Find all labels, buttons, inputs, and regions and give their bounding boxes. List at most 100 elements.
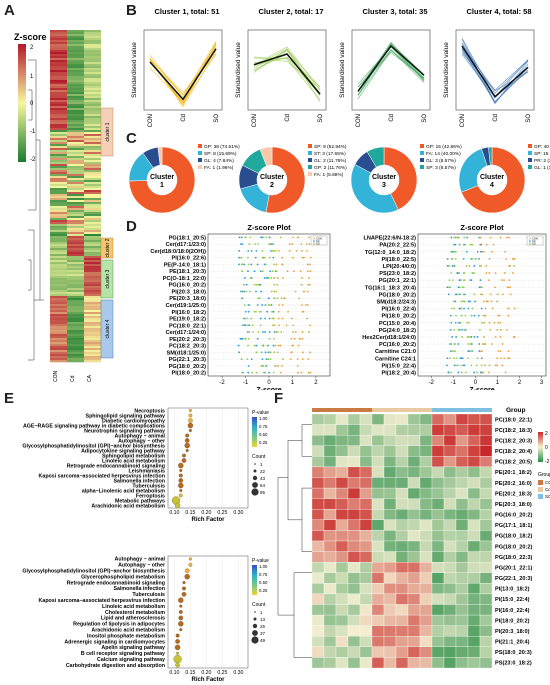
heatmap-cell — [84, 230, 101, 233]
zscore-point — [263, 277, 266, 279]
zscore-point — [277, 364, 280, 367]
heatmap-cell — [84, 60, 101, 63]
zscore-point — [273, 263, 276, 266]
pvalue-tick: 0.50 — [259, 432, 268, 437]
zscore-point — [270, 304, 273, 306]
heatmap-cell — [50, 252, 67, 255]
heatmap-cell — [84, 358, 101, 361]
heatmap-cell — [67, 356, 84, 359]
zscore-xlabel: Z-score — [469, 387, 494, 390]
heatmap-cell — [84, 208, 101, 211]
heatmap-f-cell — [323, 551, 337, 563]
pvalue-legend-title: P-value — [252, 558, 269, 564]
heatmap-cell — [84, 296, 101, 299]
zscore-xtick-label: -1 — [243, 380, 249, 386]
heatmap-f-cell — [479, 530, 493, 542]
zscore-point — [482, 343, 485, 345]
zscore-xtick-label: 0 — [474, 380, 478, 386]
zscore-point — [301, 351, 304, 354]
heatmap-f-cell — [455, 572, 469, 584]
heatmap-cell — [84, 196, 101, 199]
heatmap-f-group-label: CON — [545, 480, 550, 485]
heatmap-f-cell — [395, 530, 409, 542]
heatmap-f-cell — [371, 625, 385, 637]
heatmap-f-cell — [431, 530, 445, 542]
heatmap-cell — [67, 286, 84, 289]
zscore-point — [279, 371, 282, 374]
enrichment-bubble — [175, 639, 180, 644]
zscore-point — [238, 250, 241, 252]
zscore-point — [482, 314, 485, 317]
heatmap-cell — [67, 352, 84, 355]
heatmap-f-cell — [419, 562, 433, 573]
heatmap-f-cell — [359, 445, 373, 457]
group-bar-cell — [456, 408, 468, 412]
heatmap-f-cell — [455, 456, 469, 468]
heatmap-cell — [84, 340, 101, 343]
zscore-point — [278, 304, 280, 306]
heatmap-cell — [67, 36, 84, 39]
zscore-point — [499, 336, 502, 338]
enrichment-bubble — [182, 586, 186, 591]
heatmap-cell — [50, 318, 67, 321]
heatmap-f-cell — [323, 530, 337, 542]
heatmap-f-cell — [407, 562, 421, 573]
zscore-point — [275, 250, 277, 252]
donut-legend-entry: SP: 8 (15.69%) — [204, 151, 237, 157]
heatmap-cell — [50, 78, 67, 81]
zscore-point — [457, 321, 460, 324]
heatmap-f-cell — [407, 519, 421, 531]
zscore-point — [508, 236, 511, 239]
zscore-point — [241, 270, 243, 273]
zscore-point — [448, 286, 450, 289]
heatmap-cell — [67, 134, 84, 137]
heatmap-cell — [67, 74, 84, 77]
heatmap-cell — [67, 118, 84, 121]
zscore-point — [501, 279, 503, 282]
heatmap-cell — [84, 292, 101, 295]
zscore-point — [247, 344, 249, 347]
pathway-label: B cell receptor signaling pathway — [81, 651, 165, 657]
heatmap-f-cell — [383, 509, 397, 520]
heatmap-f-cell — [407, 413, 421, 425]
heatmap-cell — [50, 182, 67, 185]
cluster-4-box — [100, 299, 114, 359]
heatmap-cell — [84, 356, 101, 359]
zscore-point — [268, 337, 271, 340]
heatmap-f-cell — [323, 424, 337, 436]
panel-letter-f: F — [274, 390, 284, 407]
count-legend-title: Count — [252, 602, 266, 608]
heatmap-cell — [84, 350, 101, 353]
zscore-point — [469, 343, 472, 345]
heatmap-f-cell — [311, 593, 325, 605]
zscore-point — [478, 343, 481, 345]
zscore-point — [268, 256, 271, 259]
zscore-point — [238, 351, 240, 354]
heatmap-f-cell — [479, 646, 493, 658]
enrichment-xtick-label: 0.15 — [185, 670, 195, 676]
zscore-point — [470, 279, 473, 282]
heatmap-cell — [50, 74, 67, 77]
heatmap-cell — [50, 236, 67, 239]
zscore-point — [243, 283, 245, 286]
heatmap-cell — [84, 200, 101, 203]
heatmap-cell — [50, 96, 67, 99]
heatmap-cell — [67, 272, 84, 275]
heatmap-cell — [67, 254, 84, 257]
heatmap-f-cell — [443, 413, 457, 425]
heatmap-f-cell — [323, 657, 337, 669]
enrichment-bubble — [188, 429, 192, 433]
heatmap-cell — [84, 40, 101, 43]
heatmap-cell — [50, 144, 67, 147]
heatmap-f-row-label: PC(18:2_18:3) — [495, 428, 532, 434]
heatmap-cell — [67, 132, 84, 135]
heatmap-cell — [67, 290, 84, 293]
heatmap-f-cell — [443, 477, 457, 489]
pathway-label: Linoleic acid metabolism — [102, 604, 165, 610]
donut-center-number: 4 — [490, 182, 494, 189]
heatmap-f-cell — [443, 530, 457, 542]
heatmap-f-cell — [311, 530, 325, 542]
pathway-label: Apelin signaling pathway — [101, 645, 165, 651]
heatmap-cell — [50, 210, 67, 213]
heatmap-cell — [50, 112, 67, 115]
